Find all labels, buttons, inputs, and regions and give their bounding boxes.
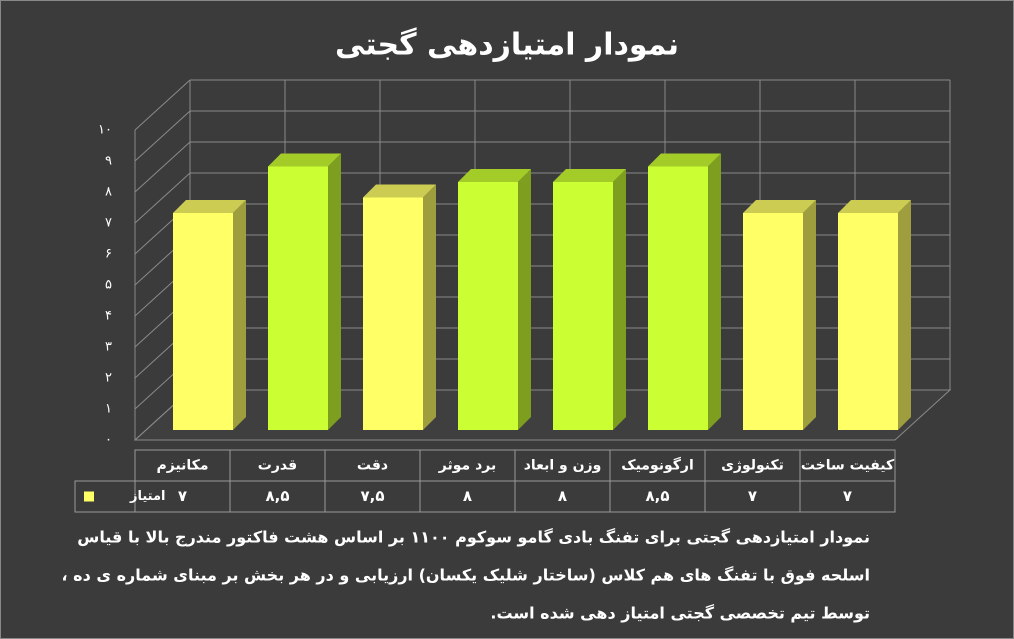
bar-top <box>648 153 721 167</box>
bar-top <box>173 200 246 213</box>
y-tick-label: ۱ <box>105 402 112 417</box>
grid-line <box>134 172 191 224</box>
y-tick-label: ۵ <box>105 278 112 293</box>
legend-swatch <box>84 491 94 502</box>
value-label: ۸ <box>463 487 472 505</box>
bar-top <box>363 184 436 198</box>
bar <box>173 213 233 430</box>
bar-side <box>328 153 341 430</box>
category-label: دقت <box>357 458 388 474</box>
bar-top <box>268 153 341 167</box>
legend-label: امتیاز <box>129 489 165 504</box>
y-tick-label: ۳ <box>105 340 112 355</box>
bar-side <box>708 153 721 430</box>
value-label: ۸,۵ <box>645 487 669 505</box>
value-label: ۷ <box>843 487 852 505</box>
y-tick-label: ۶ <box>105 247 112 262</box>
category-label: کیفیت ساخت <box>801 458 895 474</box>
grid-line <box>134 79 191 131</box>
bar <box>553 182 613 430</box>
category-label: وزن و ابعاد <box>524 458 602 474</box>
y-tick-label: ۹ <box>105 154 112 169</box>
caption-line: اسلحه فوق با تفنگ های هم کلاس (ساختار شل… <box>62 566 871 585</box>
value-label: ۷ <box>748 487 757 505</box>
category-label: قدرت <box>258 458 297 474</box>
bar-top <box>553 169 626 182</box>
bar <box>363 197 423 430</box>
value-label: ۷ <box>178 487 187 505</box>
bar <box>838 213 898 430</box>
value-label: ۸ <box>558 487 567 505</box>
bar-side <box>423 184 436 430</box>
y-tick-label: ۸ <box>105 185 112 200</box>
table-cell <box>799 480 896 513</box>
category-label: ارگونومیک <box>621 457 694 474</box>
bar-side <box>233 200 246 430</box>
y-tick-label: ۱۰ <box>98 123 112 138</box>
category-label: مکانیزم <box>156 458 208 474</box>
category-label: تکنولوژی <box>721 458 784 474</box>
bar <box>648 166 708 430</box>
caption-line: توسط تیم تخصصی گجتی امتیاز دهی شده است. <box>490 604 870 623</box>
y-tick-label: ۲ <box>105 371 112 386</box>
bar <box>743 213 803 430</box>
bar-top <box>743 200 816 213</box>
bar-side <box>803 200 816 430</box>
bar <box>458 182 518 430</box>
y-tick-label: ۰ <box>105 433 112 448</box>
bar-side <box>518 169 531 430</box>
bar-top <box>458 169 531 182</box>
bar <box>268 166 328 430</box>
grid-line <box>134 141 191 193</box>
chart-title: نمودار امتیازدهی گجتی <box>335 27 679 63</box>
category-label: برد موثر <box>438 458 496 474</box>
grid-line <box>134 110 191 162</box>
bar-side <box>613 169 626 430</box>
y-tick-label: ۴ <box>105 309 112 324</box>
bar-side <box>898 200 911 430</box>
value-label: ۸,۵ <box>265 487 289 505</box>
value-label: ۷,۵ <box>360 487 384 505</box>
bar-top <box>838 200 911 213</box>
y-tick-label: ۷ <box>105 216 112 231</box>
caption-line: نمودار امتیازدهی گجتی برای تفنگ بادی گام… <box>77 528 870 547</box>
